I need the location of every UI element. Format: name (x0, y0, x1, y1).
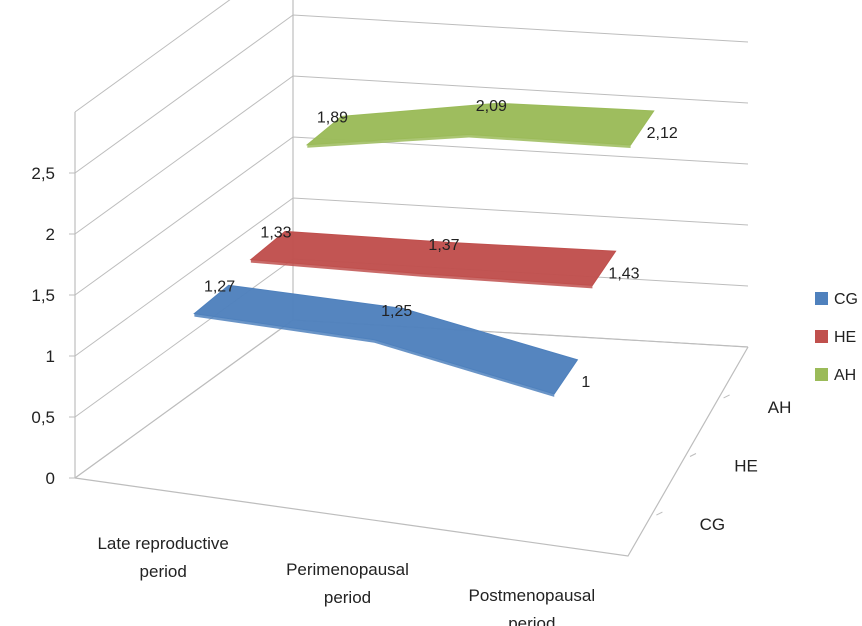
legend-label-ah: AH (834, 367, 856, 384)
depth-label: HE (734, 457, 758, 476)
depth-tick-mark (723, 394, 730, 399)
ribbon-edge-ah (307, 134, 631, 149)
data-label: 1,33 (260, 224, 291, 241)
y-tick-label: 1,5 (31, 286, 55, 305)
gridline (74, 136, 749, 296)
category-label: Postmenopausal period (469, 586, 596, 626)
category-label-line: period (508, 614, 555, 626)
data-label: 1,25 (381, 303, 412, 320)
data-label: 1,37 (428, 237, 459, 254)
legend-swatch-he (815, 330, 828, 343)
data-label: 1,27 (204, 278, 235, 295)
category-label-line: period (140, 562, 187, 581)
legend-label-he: HE (834, 329, 856, 346)
ribbon-cg (193, 284, 579, 395)
y-axis-tick-labels: 0 0,5 1 1,5 2 2,5 (31, 164, 75, 488)
gridline (74, 75, 749, 235)
category-label: Late reproductive period (97, 534, 228, 581)
floor-edge (74, 346, 749, 557)
data-labels: 1,27 1,25 1 1,33 1,37 1,43 1,89 2,09 2,12 (204, 98, 678, 391)
y-tick-label: 0,5 (31, 408, 55, 427)
gridlines (74, 0, 749, 479)
data-label: 2,09 (476, 98, 507, 115)
category-label-line: Late reproductive (97, 534, 228, 553)
legend-label-cg: CG (834, 291, 858, 308)
gridline (74, 0, 231, 113)
ribbon-edge-he (250, 259, 593, 289)
data-label: 2,12 (647, 125, 678, 142)
x-axis-category-labels: Late reproductive period Perimenopausal per… (97, 534, 595, 626)
depth-label: CG (700, 515, 726, 534)
depth-axis-labels: CG HE AH (656, 394, 792, 534)
data-label: 1,89 (317, 110, 348, 127)
y-tick-label: 0 (46, 469, 55, 488)
depth-tick-mark (656, 511, 663, 516)
series-ribbons (193, 102, 655, 397)
data-label: 1,43 (608, 265, 639, 282)
category-label-line: period (324, 588, 371, 607)
y-tick-label: 1 (46, 347, 55, 366)
gridline (74, 14, 749, 174)
category-label-line: Perimenopausal (286, 560, 409, 579)
gridline (74, 197, 749, 357)
y-tick-label: 2 (46, 225, 55, 244)
depth-label: AH (768, 398, 792, 417)
category-label: Perimenopausal period (286, 560, 409, 607)
legend-swatch-cg (815, 292, 828, 305)
legend: CG HE AH (815, 291, 858, 384)
y-tick-label: 2,5 (31, 164, 55, 183)
legend-swatch-ah (815, 368, 828, 381)
depth-tick-mark (689, 453, 697, 457)
category-label-line: Postmenopausal (469, 586, 596, 605)
data-label: 1 (581, 374, 590, 391)
